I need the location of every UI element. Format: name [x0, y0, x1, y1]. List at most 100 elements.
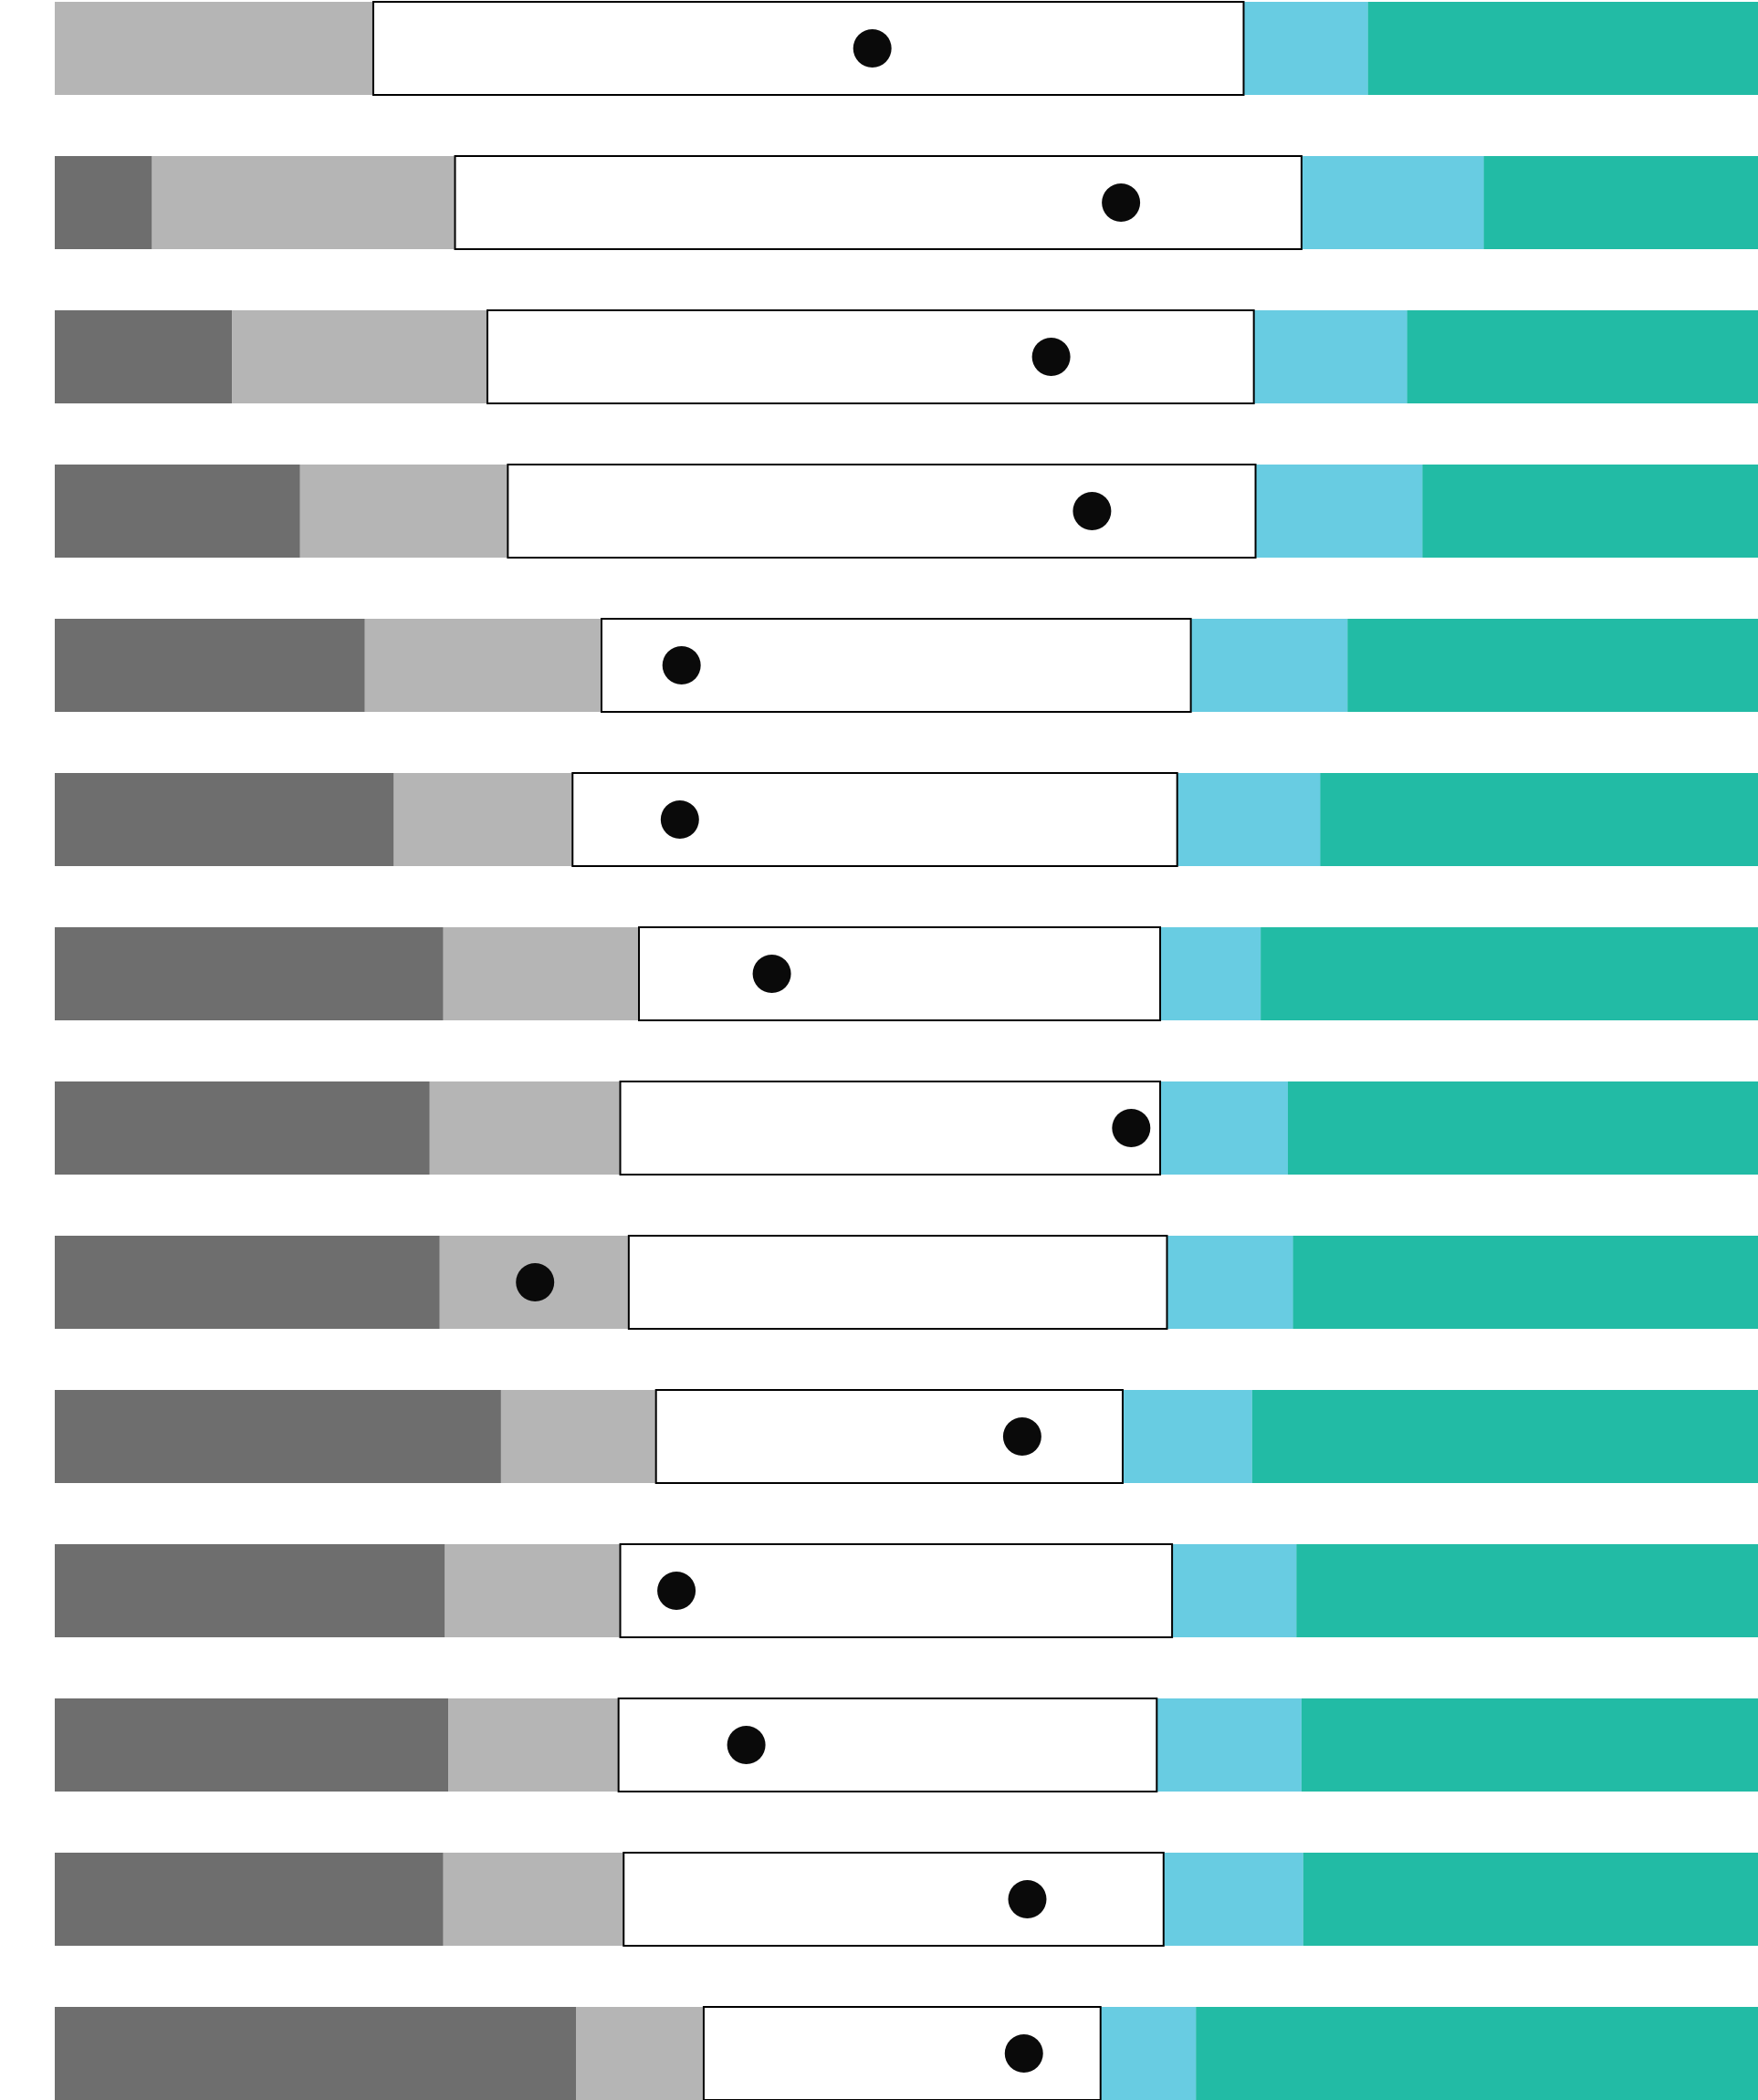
- marker-point: [1004, 2034, 1043, 2073]
- bar-segment-4: [1100, 2007, 1197, 2100]
- bar-segment-outline: [638, 926, 1162, 1021]
- bar-segment-2: [429, 1081, 621, 1175]
- bar-segment-4: [1253, 310, 1407, 403]
- bar-segment-outline: [619, 1543, 1174, 1638]
- bar-segment-5: [1422, 465, 1758, 558]
- bar-segment-3: [508, 465, 1256, 558]
- bar-segment-4: [1255, 465, 1423, 558]
- bar-segment-4: [1177, 773, 1321, 866]
- bar-segment-2: [445, 1544, 621, 1637]
- bar-segment-outline: [600, 618, 1192, 713]
- bar-segment-4: [1160, 1081, 1288, 1175]
- bar-segment-4: [1156, 1698, 1302, 1792]
- bar-segment-4: [1301, 156, 1484, 249]
- bar-segment-2: [443, 927, 640, 1020]
- bar-segment-outline: [702, 2006, 1102, 2100]
- bar-segment-1: [55, 1390, 501, 1483]
- bar-row: [55, 1389, 1758, 1484]
- bar-segment-outline: [507, 464, 1257, 559]
- bar-row: [55, 464, 1758, 559]
- bar-segment-4: [1122, 1390, 1252, 1483]
- bar-segment-4: [1190, 619, 1348, 712]
- bar-row: [55, 309, 1758, 404]
- bar-segment-1: [55, 1698, 449, 1792]
- bar-segment-5: [1196, 2007, 1758, 2100]
- bar-row: [55, 1081, 1758, 1175]
- bar-segment-3: [372, 2, 1244, 95]
- bar-segment-outline: [454, 155, 1303, 250]
- bar-segment-1: [55, 2007, 576, 2100]
- marker-point: [1002, 1417, 1041, 1456]
- bar-segment-3: [618, 1698, 1157, 1792]
- marker-point: [1031, 338, 1071, 376]
- bar-segment-2: [152, 156, 455, 249]
- bar-row: [55, 1543, 1758, 1638]
- bar-segment-5: [1407, 310, 1758, 403]
- bar-segment-3: [620, 1544, 1173, 1637]
- marker-point: [1008, 1880, 1047, 1918]
- bar-segment-2: [232, 310, 487, 403]
- marker-point: [1112, 1109, 1151, 1147]
- bar-segment-5: [1292, 1236, 1758, 1329]
- bar-segment-5: [1483, 156, 1758, 249]
- bar-row: [55, 155, 1758, 250]
- marker-point: [1073, 492, 1112, 530]
- bar-segment-3: [620, 1081, 1161, 1175]
- bar-segment-2: [55, 2, 373, 95]
- bar-row: [55, 2006, 1758, 2100]
- bar-segment-5: [1347, 619, 1758, 712]
- marker-point: [727, 1726, 766, 1764]
- bar-segment-2: [299, 465, 508, 558]
- bar-segment-1: [55, 1236, 440, 1329]
- bar-segment-2: [393, 773, 573, 866]
- bar-segment-4: [1167, 1236, 1293, 1329]
- bar-segment-1: [55, 156, 152, 249]
- bar-segment-5: [1287, 1081, 1758, 1175]
- bar-segment-2: [443, 1853, 624, 1946]
- bar-segment-3: [455, 156, 1302, 249]
- bar-segment-1: [55, 1081, 430, 1175]
- marker-point: [853, 29, 892, 68]
- bar-segment-3: [628, 1236, 1167, 1329]
- bar-segment-3: [639, 927, 1161, 1020]
- marker-point: [752, 955, 791, 993]
- bar-segment-4: [1243, 2, 1368, 95]
- bar-segment-outline: [371, 1, 1245, 96]
- bar-segment-2: [575, 2007, 704, 2100]
- bar-segment-1: [55, 1853, 444, 1946]
- marker-point: [516, 1263, 555, 1301]
- bar-segment-4: [1172, 1544, 1297, 1637]
- bar-segment-4: [1160, 927, 1261, 1020]
- bar-segment-1: [55, 310, 233, 403]
- bar-segment-2: [364, 619, 602, 712]
- bar-segment-4: [1163, 1853, 1303, 1946]
- bar-segment-1: [55, 927, 444, 1020]
- bar-segment-5: [1301, 1698, 1758, 1792]
- bar-segment-outline: [654, 1389, 1124, 1484]
- bar-segment-5: [1303, 1853, 1758, 1946]
- bar-segment-1: [55, 773, 394, 866]
- bar-segment-2: [448, 1698, 619, 1792]
- bar-segment-5: [1261, 927, 1758, 1020]
- bar-segment-3: [623, 1853, 1164, 1946]
- bar-segment-outline: [486, 309, 1255, 404]
- bar-row: [55, 1698, 1758, 1792]
- marker-point: [657, 1572, 696, 1610]
- bar-segment-1: [55, 619, 365, 712]
- bar-segment-outline: [623, 1852, 1165, 1947]
- bar-segment-3: [487, 310, 1254, 403]
- bar-row: [55, 618, 1758, 713]
- bar-segment-outline: [627, 1235, 1168, 1330]
- bar-segment-5: [1320, 773, 1758, 866]
- bar-row: [55, 772, 1758, 867]
- bar-row: [55, 1, 1758, 96]
- bar-segment-5: [1296, 1544, 1758, 1637]
- bar-segment-1: [55, 1544, 445, 1637]
- marker-point: [660, 800, 699, 839]
- bar-row: [55, 1852, 1758, 1947]
- marker-point: [1102, 183, 1141, 222]
- bar-segment-5: [1251, 1390, 1758, 1483]
- bar-row: [55, 926, 1758, 1021]
